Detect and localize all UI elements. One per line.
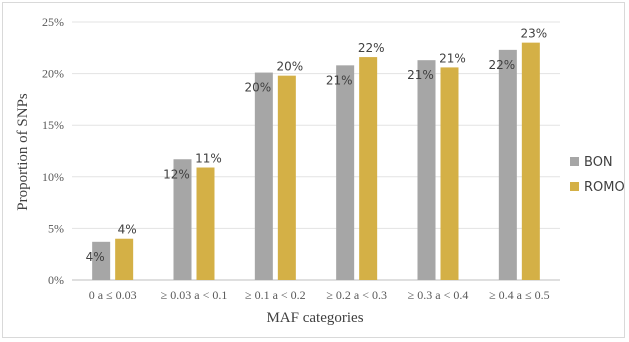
legend-swatch-bon bbox=[570, 157, 579, 166]
x-tick-labels: 0 a ≤ 0.03 ≥ 0.03 a < 0.1 ≥ 0.1 a < 0.2 ≥ 0… bbox=[89, 288, 550, 302]
x-tick-label: ≥ 0.4 a ≤ 0.5 bbox=[489, 288, 550, 302]
legend-label-bon: BON bbox=[584, 155, 613, 170]
bar-romo-0 bbox=[115, 238, 134, 280]
data-label-romo-2: 20% bbox=[276, 60, 303, 74]
x-tick-label: ≥ 0.03 a < 0.1 bbox=[161, 288, 228, 302]
data-label-bon-4: 21% bbox=[407, 68, 434, 82]
bar-romo-1 bbox=[196, 167, 215, 280]
data-label-romo-3: 22% bbox=[358, 41, 385, 55]
legend-swatch-romo bbox=[570, 182, 579, 191]
gridlines bbox=[72, 21, 560, 281]
data-label-bon-5: 22% bbox=[488, 58, 515, 72]
y-tick-label: 15% bbox=[42, 118, 64, 132]
data-labels: 4% 4% 12% 11% 20% 20% 21% 22% 21% 21% 22% 23% bbox=[86, 27, 548, 264]
bars bbox=[92, 42, 540, 281]
bar-bon-1 bbox=[173, 159, 192, 280]
bar-romo-4 bbox=[440, 67, 459, 281]
data-label-romo-4: 21% bbox=[439, 51, 466, 65]
legend: BON ROMO bbox=[570, 155, 625, 195]
y-tick-labels: 0% 5% 10% 15% 20% 25% bbox=[42, 15, 64, 287]
x-tick-label: ≥ 0.2 a < 0.3 bbox=[326, 288, 387, 302]
y-tick-label: 0% bbox=[48, 273, 64, 287]
bar-romo-5 bbox=[521, 42, 540, 280]
x-tick-label: ≥ 0.3 a < 0.4 bbox=[408, 288, 469, 302]
bar-romo-2 bbox=[277, 75, 296, 280]
data-label-romo-5: 23% bbox=[520, 27, 547, 41]
legend-label-romo: ROMO bbox=[584, 180, 625, 195]
bar-bon-5 bbox=[498, 49, 517, 280]
bar-bon-4 bbox=[417, 60, 436, 281]
x-tick-label: 0 a ≤ 0.03 bbox=[89, 288, 137, 302]
data-label-bon-0: 4% bbox=[86, 250, 105, 264]
data-label-romo-1: 11% bbox=[195, 152, 222, 166]
bar-romo-3 bbox=[359, 57, 378, 281]
data-label-bon-3: 21% bbox=[326, 73, 353, 87]
data-label-bon-2: 20% bbox=[244, 81, 271, 95]
x-tick-label: ≥ 0.1 a < 0.2 bbox=[245, 288, 306, 302]
y-tick-label: 20% bbox=[42, 67, 64, 81]
x-axis-title: MAF categories bbox=[266, 310, 363, 326]
y-tick-label: 10% bbox=[42, 170, 64, 184]
chart-frame bbox=[2, 2, 625, 338]
bar-bon-0 bbox=[92, 241, 111, 280]
y-tick-label: 5% bbox=[48, 221, 64, 235]
data-label-romo-0: 4% bbox=[118, 223, 137, 237]
data-label-bon-1: 12% bbox=[163, 167, 190, 181]
y-axis-title: Proportion of SNPs bbox=[15, 93, 31, 211]
bar-bon-3 bbox=[336, 65, 355, 281]
bar-bon-2 bbox=[254, 72, 273, 281]
y-tick-label: 25% bbox=[42, 15, 64, 29]
